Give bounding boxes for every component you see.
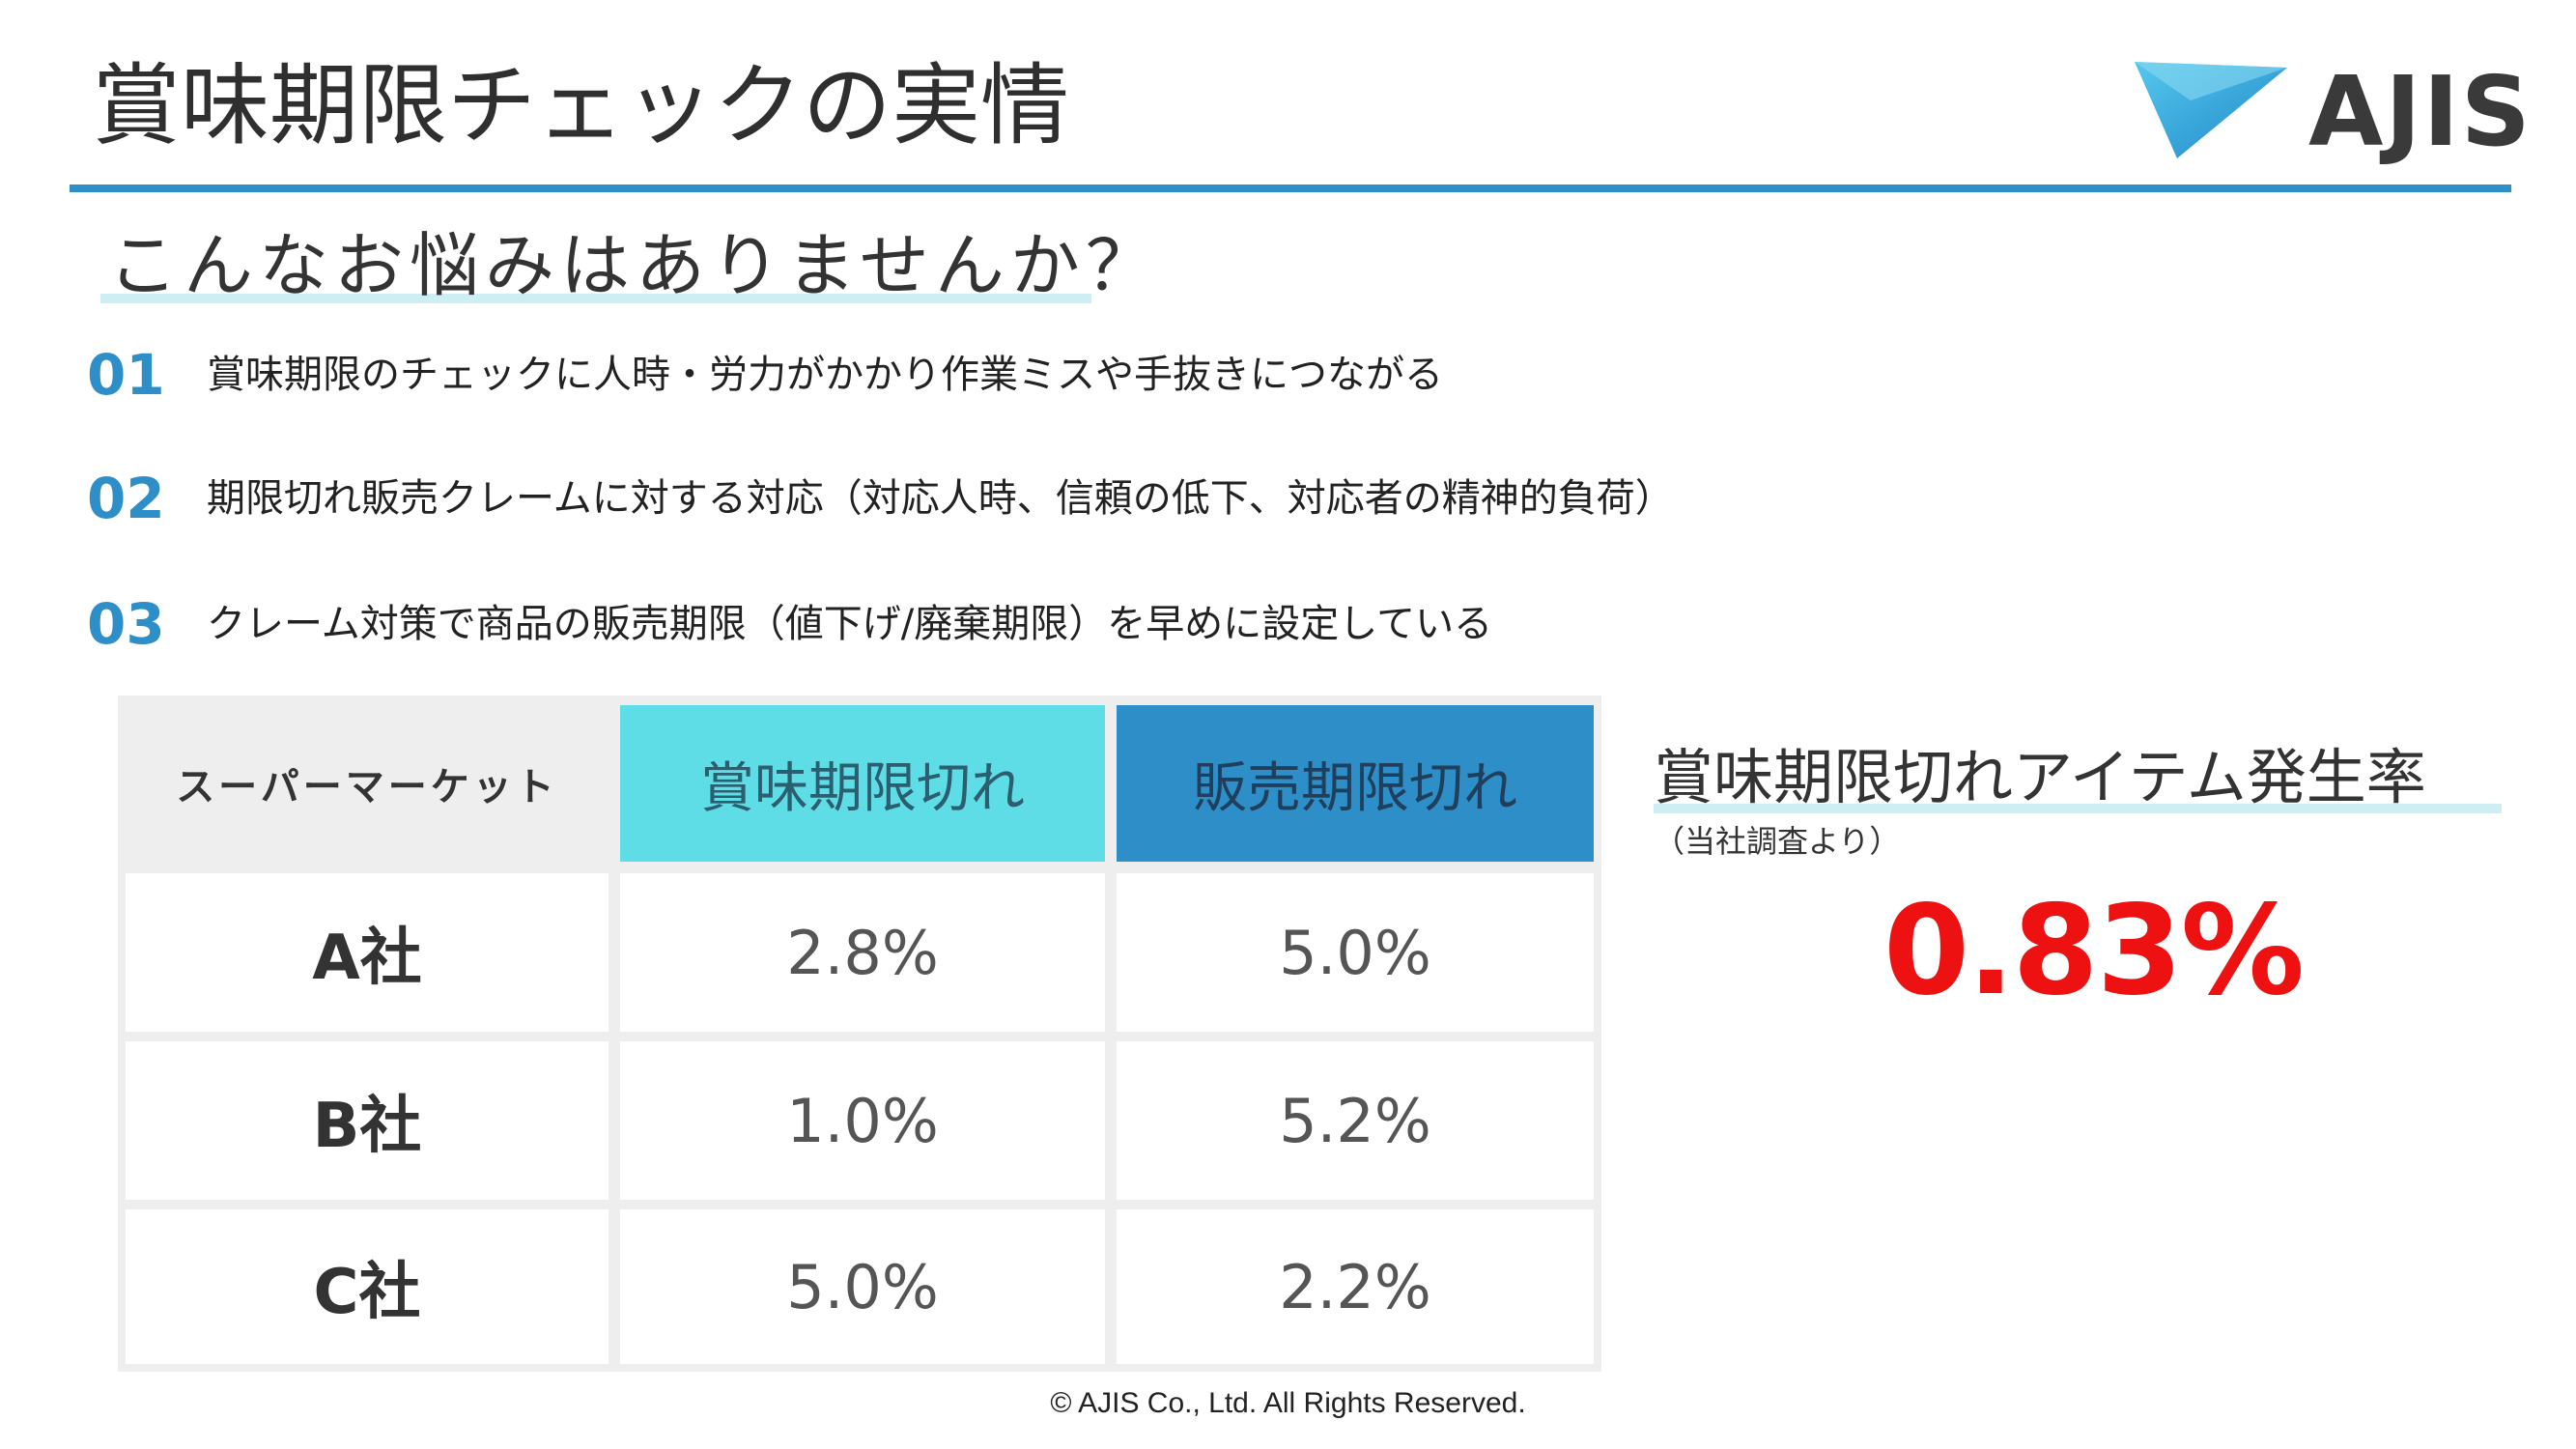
rate-value: 0.83% [1882,879,2305,1023]
issue-text: 賞味期限のチェックに人時・労力がかかり作業ミスや手抜きにつながる [207,353,1443,397]
issue-number: 01 [87,342,165,408]
issue-item-03: 03 クレーム対策で商品の販売期限（値下げ/廃棄期限）を早めに設定している [87,585,1922,663]
ajis-logo: AJIS [2135,54,2531,170]
rate-title-underline [1654,804,2502,813]
logo-text: AJIS [2308,55,2533,168]
issue-number: 03 [87,591,165,657]
cell-c-sell-by: 2.2% [1117,1209,1594,1364]
section-subtitle: こんなお悩みはありませんか？ [108,225,1161,306]
row-label-a: A社 [126,873,609,1032]
row-label-b: B社 [126,1041,609,1200]
expiry-rate-table: スーパーマーケット 賞味期限切れ 販売期限切れ A社 2.8% 5.0% B社 … [118,696,1601,1372]
paper-plane-logo-icon [2135,62,2287,158]
issue-item-02: 02 期限切れ販売クレームに対する対応（対応人時、信頼の低下、対応者の精神的負荷… [87,460,1922,537]
issue-number: 02 [87,466,165,531]
header-sell-by-expired: 販売期限切れ [1117,705,1594,862]
subtitle-underline [100,294,1091,303]
issue-text: クレーム対策で商品の販売期限（値下げ/廃棄期限）を早めに設定している [207,602,1493,646]
cell-b-sell-by: 5.2% [1117,1041,1594,1200]
header-best-before-expired: 賞味期限切れ [620,705,1105,862]
copyright-footer: © AJIS Co., Ltd. All Rights Reserved. [1050,1387,1526,1419]
cell-c-best-before: 5.0% [620,1209,1105,1364]
cell-b-best-before: 1.0% [620,1041,1105,1200]
cell-a-best-before: 2.8% [620,873,1105,1032]
header-supermarket: スーパーマーケット [126,705,609,862]
page-title: 賞味期限チェックの実情 [92,54,1070,157]
cell-a-sell-by: 5.0% [1117,873,1594,1032]
rate-source-note: （当社調査より） [1654,823,1901,860]
rate-title: 賞味期限切れアイテム発生率 [1654,742,2426,812]
row-label-c: C社 [126,1209,609,1364]
issue-item-01: 01 賞味期限のチェックに人時・労力がかかり作業ミスや手抜きにつながる [87,336,1922,413]
issue-text: 期限切れ販売クレームに対する対応（対応人時、信頼の低下、対応者の精神的負荷） [207,476,1674,521]
header-divider [70,185,2511,192]
